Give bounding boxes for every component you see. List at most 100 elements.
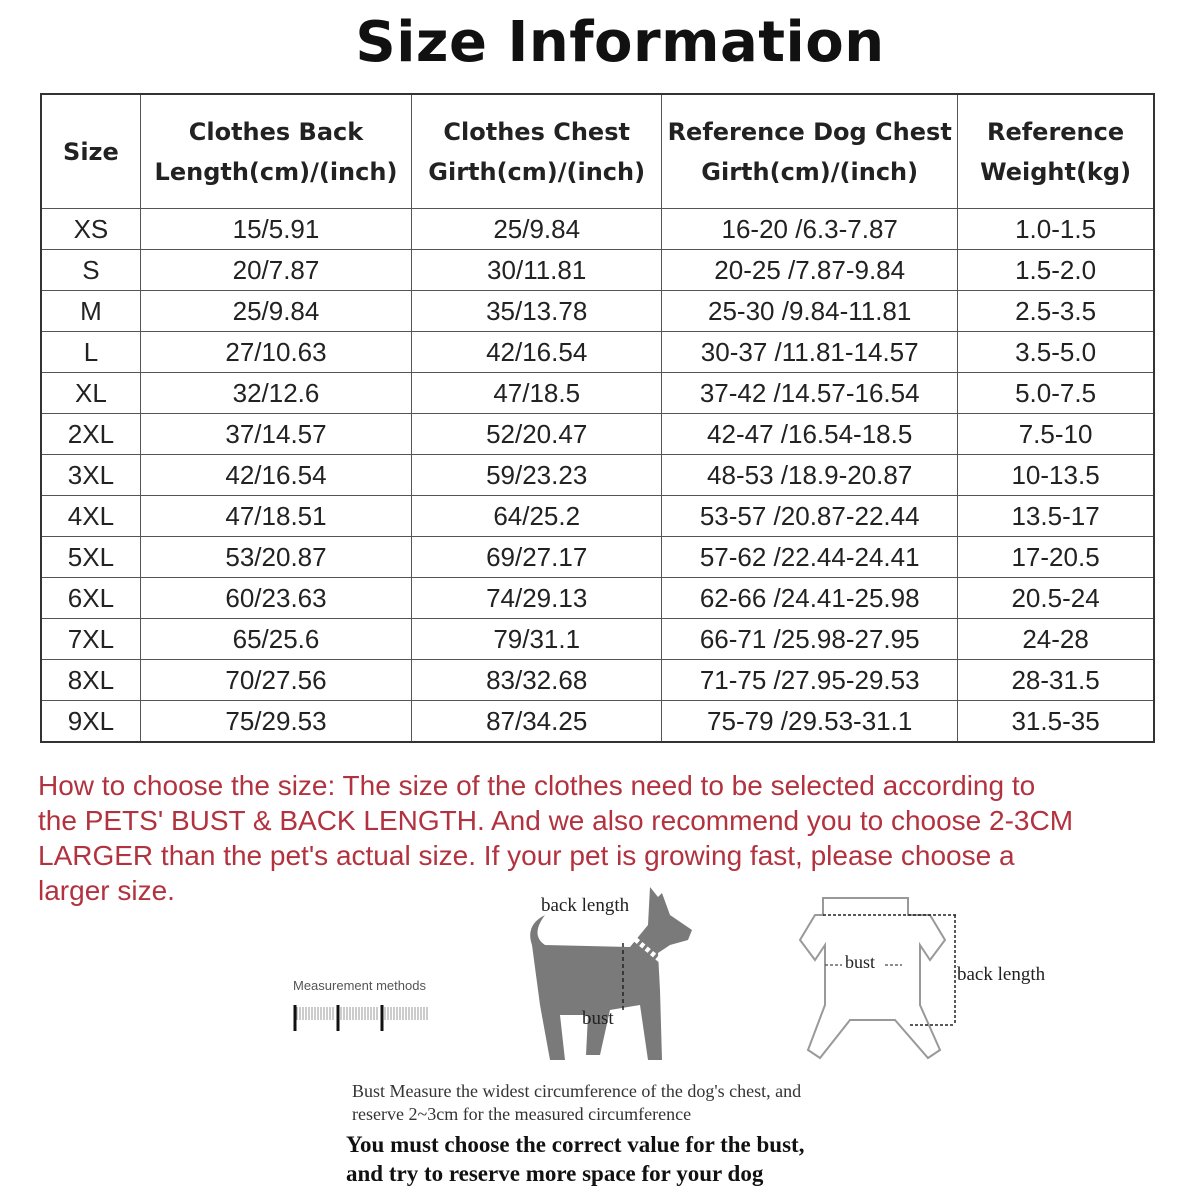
- table-cell: 16-20 /6.3-7.87: [661, 208, 959, 250]
- table-row: M 25/9.84 35/13.78 25-30 /9.84-11.81 2.5-3.5: [40, 290, 1155, 332]
- table-cell: 32/12.6: [139, 372, 413, 414]
- table-row: 6XL 60/23.63 74/29.13 62-66 /24.41-25.98 20.…: [40, 577, 1155, 619]
- table-cell: 5.0-7.5: [957, 372, 1155, 414]
- header-text: Length(cm)/(inch): [154, 157, 398, 186]
- table-cell: 17-20.5: [957, 536, 1155, 578]
- note-line: You must choose the correct value for th…: [346, 1132, 805, 1157]
- table-row: L 27/10.63 42/16.54 30-37 /11.81-14.57 3.5-5…: [40, 331, 1155, 373]
- howto-line: larger size.: [38, 875, 175, 906]
- table-row: 7XL 65/25.6 79/31.1 66-71 /25.98-27.95 24-28: [40, 618, 1155, 660]
- table-cell: 59/23.23: [411, 454, 663, 496]
- table-cell: 13.5-17: [957, 495, 1155, 537]
- note-line: and try to reserve more space for your d…: [346, 1161, 764, 1186]
- table-cell: 48-53 /18.9-20.87: [661, 454, 959, 496]
- table-row: 3XL 42/16.54 59/23.23 48-53 /18.9-20.87 10-1…: [40, 454, 1155, 496]
- table-cell: 75-79 /29.53-31.1: [661, 700, 959, 743]
- table-cell: 62-66 /24.41-25.98: [661, 577, 959, 619]
- table-cell: 3.5-5.0: [957, 331, 1155, 373]
- how-to-choose-text: How to choose the size: The size of the …: [38, 768, 1168, 908]
- column-header: Size: [40, 93, 141, 209]
- header-text: Girth(cm)/(inch): [428, 157, 646, 186]
- table-cell: 37-42 /14.57-16.54: [661, 372, 959, 414]
- table-cell: 71-75 /27.95-29.53: [661, 659, 959, 701]
- dog-silhouette-illustration: [530, 887, 692, 1060]
- table-cell: XS: [40, 208, 141, 250]
- table-cell: 3XL: [40, 454, 141, 496]
- table-row: 9XL 75/29.53 87/34.25 75-79 /29.53-31.1 31.5…: [40, 700, 1155, 743]
- column-header: Reference Dog Chest Girth(cm)/(inch): [661, 93, 959, 209]
- table-cell: 25-30 /9.84-11.81: [661, 290, 959, 332]
- howto-line: the PETS' BUST & BACK LENGTH. And we als…: [38, 805, 1074, 836]
- header-text: Clothes Chest: [443, 117, 630, 146]
- table-cell: 66-71 /25.98-27.95: [661, 618, 959, 660]
- table-row: S 20/7.87 30/11.81 20-25 /7.87-9.84 1.5-2.0: [40, 249, 1155, 291]
- dog-back-length-label: back length: [541, 895, 630, 916]
- table-cell: 7XL: [40, 618, 141, 660]
- measurement-methods-label: Measurement methods: [293, 978, 426, 993]
- table-cell: 15/5.91: [139, 208, 413, 250]
- header-text: Weight(kg): [980, 157, 1132, 186]
- ruler-icon: [293, 1005, 428, 1031]
- clothes-back-length-label: back length: [957, 964, 1046, 985]
- table-cell: 53/20.87: [139, 536, 413, 578]
- table-cell: 31.5-35: [957, 700, 1155, 743]
- howto-line: How to choose the size: The size of the …: [38, 770, 1036, 801]
- page-title: Size Information: [355, 10, 885, 75]
- table-cell: 2XL: [40, 413, 141, 455]
- table-cell: 47/18.51: [139, 495, 413, 537]
- table-cell: 28-31.5: [957, 659, 1155, 701]
- table-cell: 20/7.87: [139, 249, 413, 291]
- table-header-row: Size Clothes Back Length(cm)/(inch) Clothes…: [40, 93, 1155, 209]
- table-cell: 79/31.1: [411, 618, 663, 660]
- table-cell: 75/29.53: [139, 700, 413, 743]
- table-row: 2XL 37/14.57 52/20.47 42-47 /16.54-18.5 7.5-…: [40, 413, 1155, 455]
- table-cell: 37/14.57: [139, 413, 413, 455]
- header-text: Reference: [986, 117, 1125, 146]
- column-header: Reference Weight(kg): [957, 93, 1155, 209]
- table-cell: L: [40, 331, 141, 373]
- header-text: Reference Dog Chest: [667, 117, 952, 146]
- table-row: 8XL 70/27.56 83/32.68 71-75 /27.95-29.53 28-…: [40, 659, 1155, 701]
- table-cell: 20.5-24: [957, 577, 1155, 619]
- table-cell: 25/9.84: [139, 290, 413, 332]
- table-row: XS 15/5.91 25/9.84 16-20 /6.3-7.87 1.0-1.5: [40, 208, 1155, 250]
- table-cell: 1.0-1.5: [957, 208, 1155, 250]
- table-cell: 2.5-3.5: [957, 290, 1155, 332]
- table-cell: 5XL: [40, 536, 141, 578]
- bust-measure-note: Bust Measure the widest circumference of…: [352, 1080, 801, 1126]
- table-cell: 42/16.54: [411, 331, 663, 373]
- dog-clothes-illustration: [798, 897, 958, 1060]
- table-cell: 1.5-2.0: [957, 249, 1155, 291]
- table-cell: 47/18.5: [411, 372, 663, 414]
- table-cell: 65/25.6: [139, 618, 413, 660]
- table-cell: 24-28: [957, 618, 1155, 660]
- table-cell: 25/9.84: [411, 208, 663, 250]
- column-header: Clothes Back Length(cm)/(inch): [139, 93, 413, 209]
- table-cell: 64/25.2: [411, 495, 663, 537]
- table-cell: 30/11.81: [411, 249, 663, 291]
- table-cell: S: [40, 249, 141, 291]
- table-cell: 30-37 /11.81-14.57: [661, 331, 959, 373]
- dog-bust-label: bust: [582, 1008, 614, 1029]
- table-row: 5XL 53/20.87 69/27.17 57-62 /22.44-24.41 17-…: [40, 536, 1155, 578]
- table-cell: 42/16.54: [139, 454, 413, 496]
- header-text: Girth(cm)/(inch): [701, 157, 919, 186]
- table-cell: XL: [40, 372, 141, 414]
- table-cell: 20-25 /7.87-9.84: [661, 249, 959, 291]
- note-line: Bust Measure the widest circumference of…: [352, 1081, 802, 1101]
- table-cell: 7.5-10: [957, 413, 1155, 455]
- table-cell: 35/13.78: [411, 290, 663, 332]
- table-cell: 52/20.47: [411, 413, 663, 455]
- table-cell: 27/10.63: [139, 331, 413, 373]
- table-cell: 42-47 /16.54-18.5: [661, 413, 959, 455]
- table-cell: 70/27.56: [139, 659, 413, 701]
- clothes-bust-label: bust: [845, 952, 876, 972]
- table-cell: 53-57 /20.87-22.44: [661, 495, 959, 537]
- table-cell: 4XL: [40, 495, 141, 537]
- howto-line: LARGER than the pet's actual size. If yo…: [38, 840, 1015, 871]
- table-cell: 6XL: [40, 577, 141, 619]
- table-row: 4XL 47/18.51 64/25.2 53-57 /20.87-22.44 13.5…: [40, 495, 1155, 537]
- table-cell: 87/34.25: [411, 700, 663, 743]
- bust-warning-note: You must choose the correct value for th…: [346, 1130, 804, 1188]
